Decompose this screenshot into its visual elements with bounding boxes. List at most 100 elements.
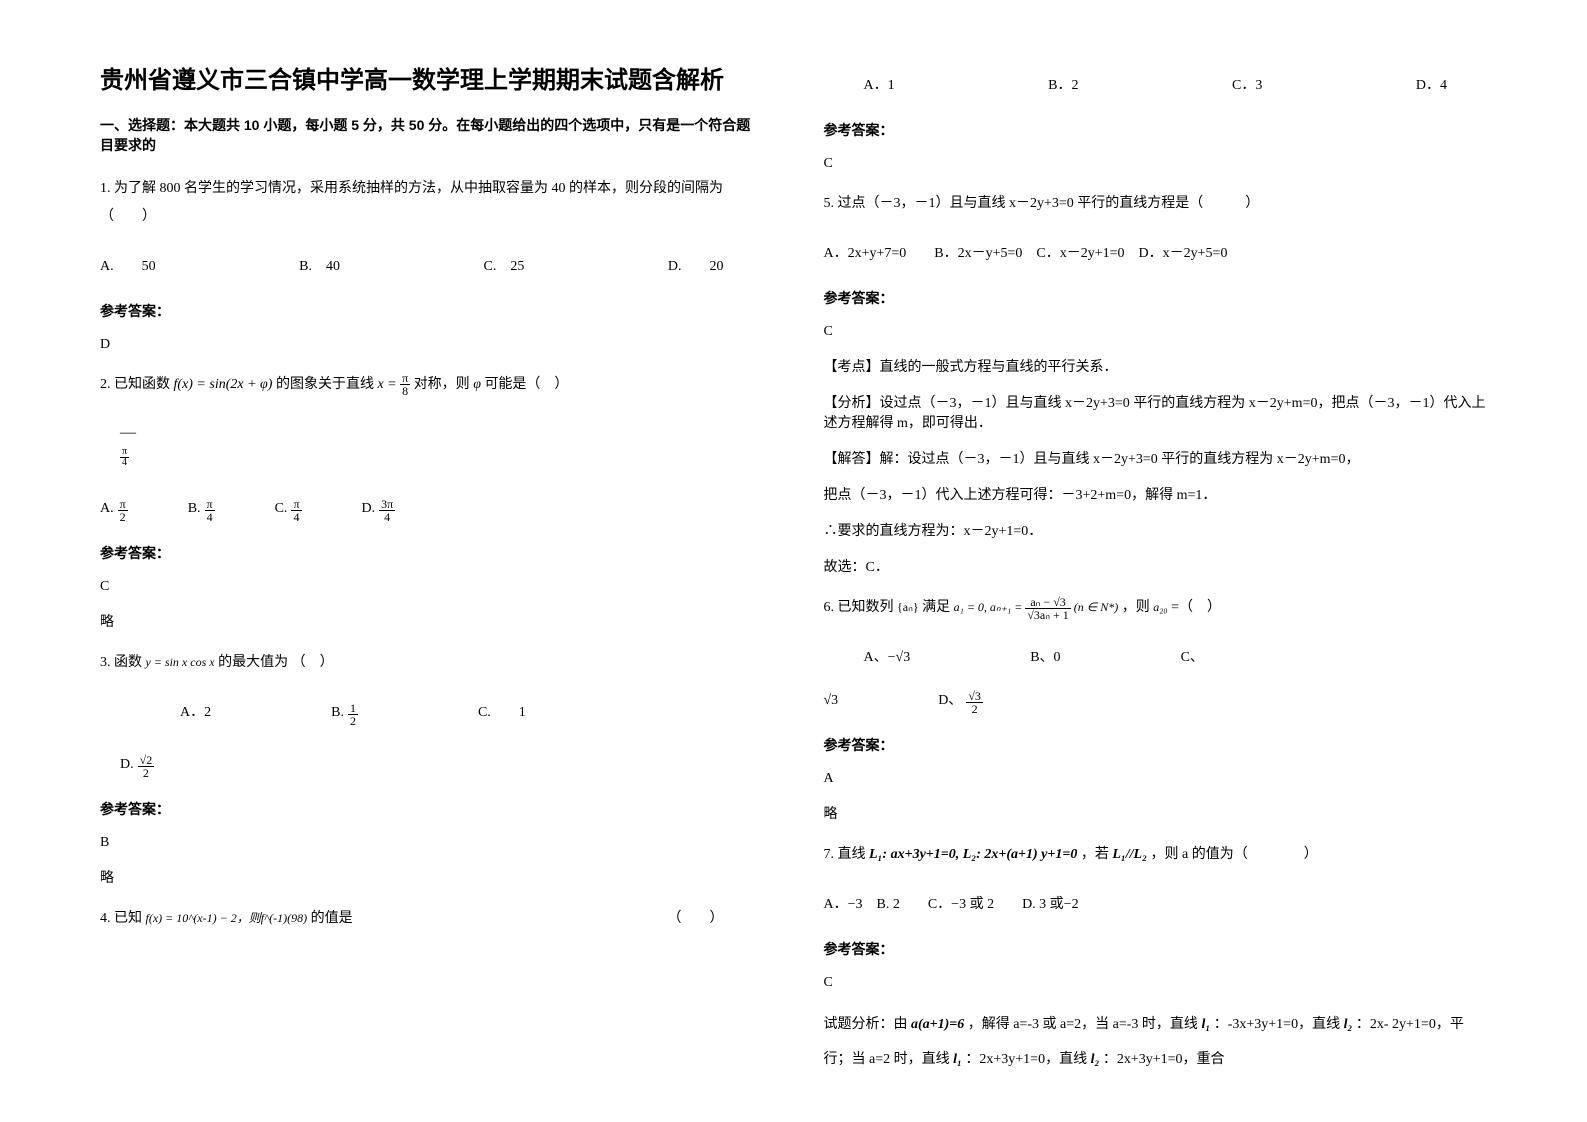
option-d: D、 √32 xyxy=(938,687,983,715)
opt-val: −√3 xyxy=(888,650,911,665)
q2-xeq: x = π 8 xyxy=(377,371,410,399)
frac-den: 4 xyxy=(120,458,129,468)
q5-jieda2: 把点（－3，－1）代入上述方程可得：－3+2+m=0，解得 m=1． xyxy=(824,484,1488,504)
option-b: B. 40 xyxy=(299,253,340,281)
brief-6: 略 xyxy=(824,803,1488,823)
question-5-options: A．2x+y+7=0 B．2x－y+5=0 C．x－2y+1=0 D．x－2y+… xyxy=(824,240,1488,268)
frac: 12 xyxy=(348,702,358,727)
frac-den: 2 xyxy=(118,511,128,523)
option-d: D. 20 xyxy=(668,253,724,281)
q7-prefix: 7. 直线 xyxy=(824,847,866,862)
frac-den: 4 xyxy=(291,511,301,523)
l2: l₂ xyxy=(1091,1052,1100,1067)
question-6-options: A、−√3 B、0 C、 √3 D、 √32 xyxy=(824,644,1488,715)
option-a: A．2 xyxy=(180,699,211,727)
option-b: B. π4 xyxy=(188,495,215,523)
question-3: 3. 函数 y = sin x cos x 的最大值为 （ ） xyxy=(100,649,764,677)
text: ：2x+3y+1=0，重合 xyxy=(1103,1052,1225,1067)
frac: 3π4 xyxy=(379,498,395,523)
section-header: 一、选择题：本大题共 10 小题，每小题 5 分，共 50 分。在每小题给出的四… xyxy=(100,115,764,155)
q6-cond2l: aₙ₊₁ = xyxy=(990,600,1022,614)
frac-den: 4 xyxy=(205,511,215,523)
q6-an: {aₙ} xyxy=(897,600,919,614)
option-c: C. 1 xyxy=(478,699,526,727)
q2-fx: f(x) = sin(2x + φ) xyxy=(174,377,273,392)
option-b: B．2 xyxy=(1048,72,1078,100)
q4-body: 4. 已知 f(x) = 10^(x-1) − 2，则f^(-1)(98) 的值… xyxy=(100,905,353,933)
question-2: 2. 已知函数 f(x) = sin(2x + φ) 的图象关于直线 x = π… xyxy=(100,371,764,399)
opt-label: D. xyxy=(120,751,134,779)
q5-jieda1: 【解答】解：设过点（－3，－1）且与直线 x－2y+3=0 平行的直线方程为 x… xyxy=(824,448,1488,468)
q2-dash: — xyxy=(120,424,764,442)
answer-label: 参考答案： xyxy=(824,120,1488,140)
answer-label: 参考答案： xyxy=(824,288,1488,308)
q6-prefix: 6. 已知数列 xyxy=(824,600,894,615)
q3-prefix: 3. 函数 xyxy=(100,655,142,670)
answer-3: B xyxy=(100,835,764,851)
q6-cond1: a₁ = 0, xyxy=(954,600,987,614)
opt-label: C. xyxy=(275,495,288,523)
q7-l1: L₁: xyxy=(869,847,887,862)
q4-fx: f(x) = 10^(x-1) − 2，则f^(-1)(98) xyxy=(146,911,308,925)
q6-suf1: ，则 xyxy=(1122,600,1150,615)
opt-label: B. xyxy=(331,699,344,727)
option-c-val: √3 xyxy=(824,687,839,715)
q2-mid1: 的图象关于直线 xyxy=(276,377,374,392)
brief-2: 略 xyxy=(100,611,764,631)
answer-label: 参考答案： xyxy=(824,735,1488,755)
q2-xeq-frac: π 8 xyxy=(400,372,410,397)
frac: aₙ − √3 √3aₙ + 1 xyxy=(1025,596,1070,621)
right-column: A．1 B．2 C．3 D．4 参考答案： C 5. 过点（－3，－1）且与直线… xyxy=(824,60,1488,1062)
q6-suf2: =（ ） xyxy=(1171,600,1221,615)
frac-den: 8 xyxy=(400,385,410,397)
frac: √22 xyxy=(138,754,155,779)
q5-fenxi: 【分析】设过点（－3，－1）且与直线 x－2y+3=0 平行的直线方程为 x－2… xyxy=(824,392,1488,432)
option-b: B、0 xyxy=(1030,644,1060,672)
opt-label: B. xyxy=(188,495,201,523)
q4-suffix: 的值是 xyxy=(311,911,353,926)
q6-a20: a₂₀ xyxy=(1153,600,1167,614)
q7-cond: L₁//L₂ xyxy=(1112,847,1147,862)
opt-label: A. xyxy=(100,495,114,523)
answer-2: C xyxy=(100,579,764,595)
document-title: 贵州省遵义市三合镇中学高一数学理上学期期末试题含解析 xyxy=(100,60,764,95)
frac-den: 4 xyxy=(379,511,395,523)
l1: l₁ xyxy=(953,1052,962,1067)
q7-mid: ，若 xyxy=(1081,847,1109,862)
answer-label: 参考答案： xyxy=(100,543,764,563)
frac: π4 xyxy=(291,498,301,523)
q2-small-frac: π 4 xyxy=(120,447,764,468)
text: ，解得 a=-3 或 a=2，当 a=-3 时，直线 xyxy=(968,1017,1198,1032)
q4-prefix: 4. 已知 xyxy=(100,911,142,926)
option-b: B. 12 xyxy=(331,699,358,727)
option-a: A．1 xyxy=(864,72,895,100)
q5-jieda4: 故选：C． xyxy=(824,556,1488,576)
question-7-options: A．−3 B. 2 C．−3 或 2 D. 3 或−2 xyxy=(824,891,1488,919)
answer-5: C xyxy=(824,324,1488,340)
answer-1: D xyxy=(100,337,764,353)
question-4: 4. 已知 f(x) = 10^(x-1) − 2，则f^(-1)(98) 的值… xyxy=(100,905,764,933)
option-d: D．4 xyxy=(1416,72,1447,100)
answer-4: C xyxy=(824,156,1488,172)
q3-fx: y = sin x cos x xyxy=(146,655,215,669)
option-a: A. 50 xyxy=(100,253,156,281)
opt-label: D. xyxy=(362,495,376,523)
text: ：2x- xyxy=(1356,1017,1389,1032)
text: 试题分析：由 xyxy=(824,1017,908,1032)
question-5: 5. 过点（－3，－1）且与直线 x－2y+3=0 平行的直线方程是（ ） xyxy=(824,190,1488,218)
eq: a(a+1)=6 xyxy=(911,1017,964,1032)
q5-jieda3: ∴要求的直线方程为：x－2y+1=0． xyxy=(824,520,1488,540)
frac: π 4 xyxy=(120,447,129,468)
q6-mid: 满足 xyxy=(922,600,950,615)
question-4-options: A．1 B．2 C．3 D．4 xyxy=(824,72,1488,100)
opt-label: A、 xyxy=(864,650,888,665)
q2-suffix: 可能是（ ） xyxy=(484,377,568,392)
q2-xeq-l: x = xyxy=(377,377,396,392)
question-1: 1. 为了解 800 名学生的学习情况，采用系统抽样的方法，从中抽取容量为 40… xyxy=(100,175,764,231)
q7-suffix: ，则 a 的值为（ ） xyxy=(1150,847,1317,862)
option-c: C. 25 xyxy=(484,253,525,281)
option-d: D. 3π4 xyxy=(362,495,396,523)
frac-num: aₙ − √3 xyxy=(1025,596,1070,609)
q6-cond2r: (n ∈ N*) xyxy=(1074,600,1118,614)
q7-l2: L₂: xyxy=(963,847,981,862)
